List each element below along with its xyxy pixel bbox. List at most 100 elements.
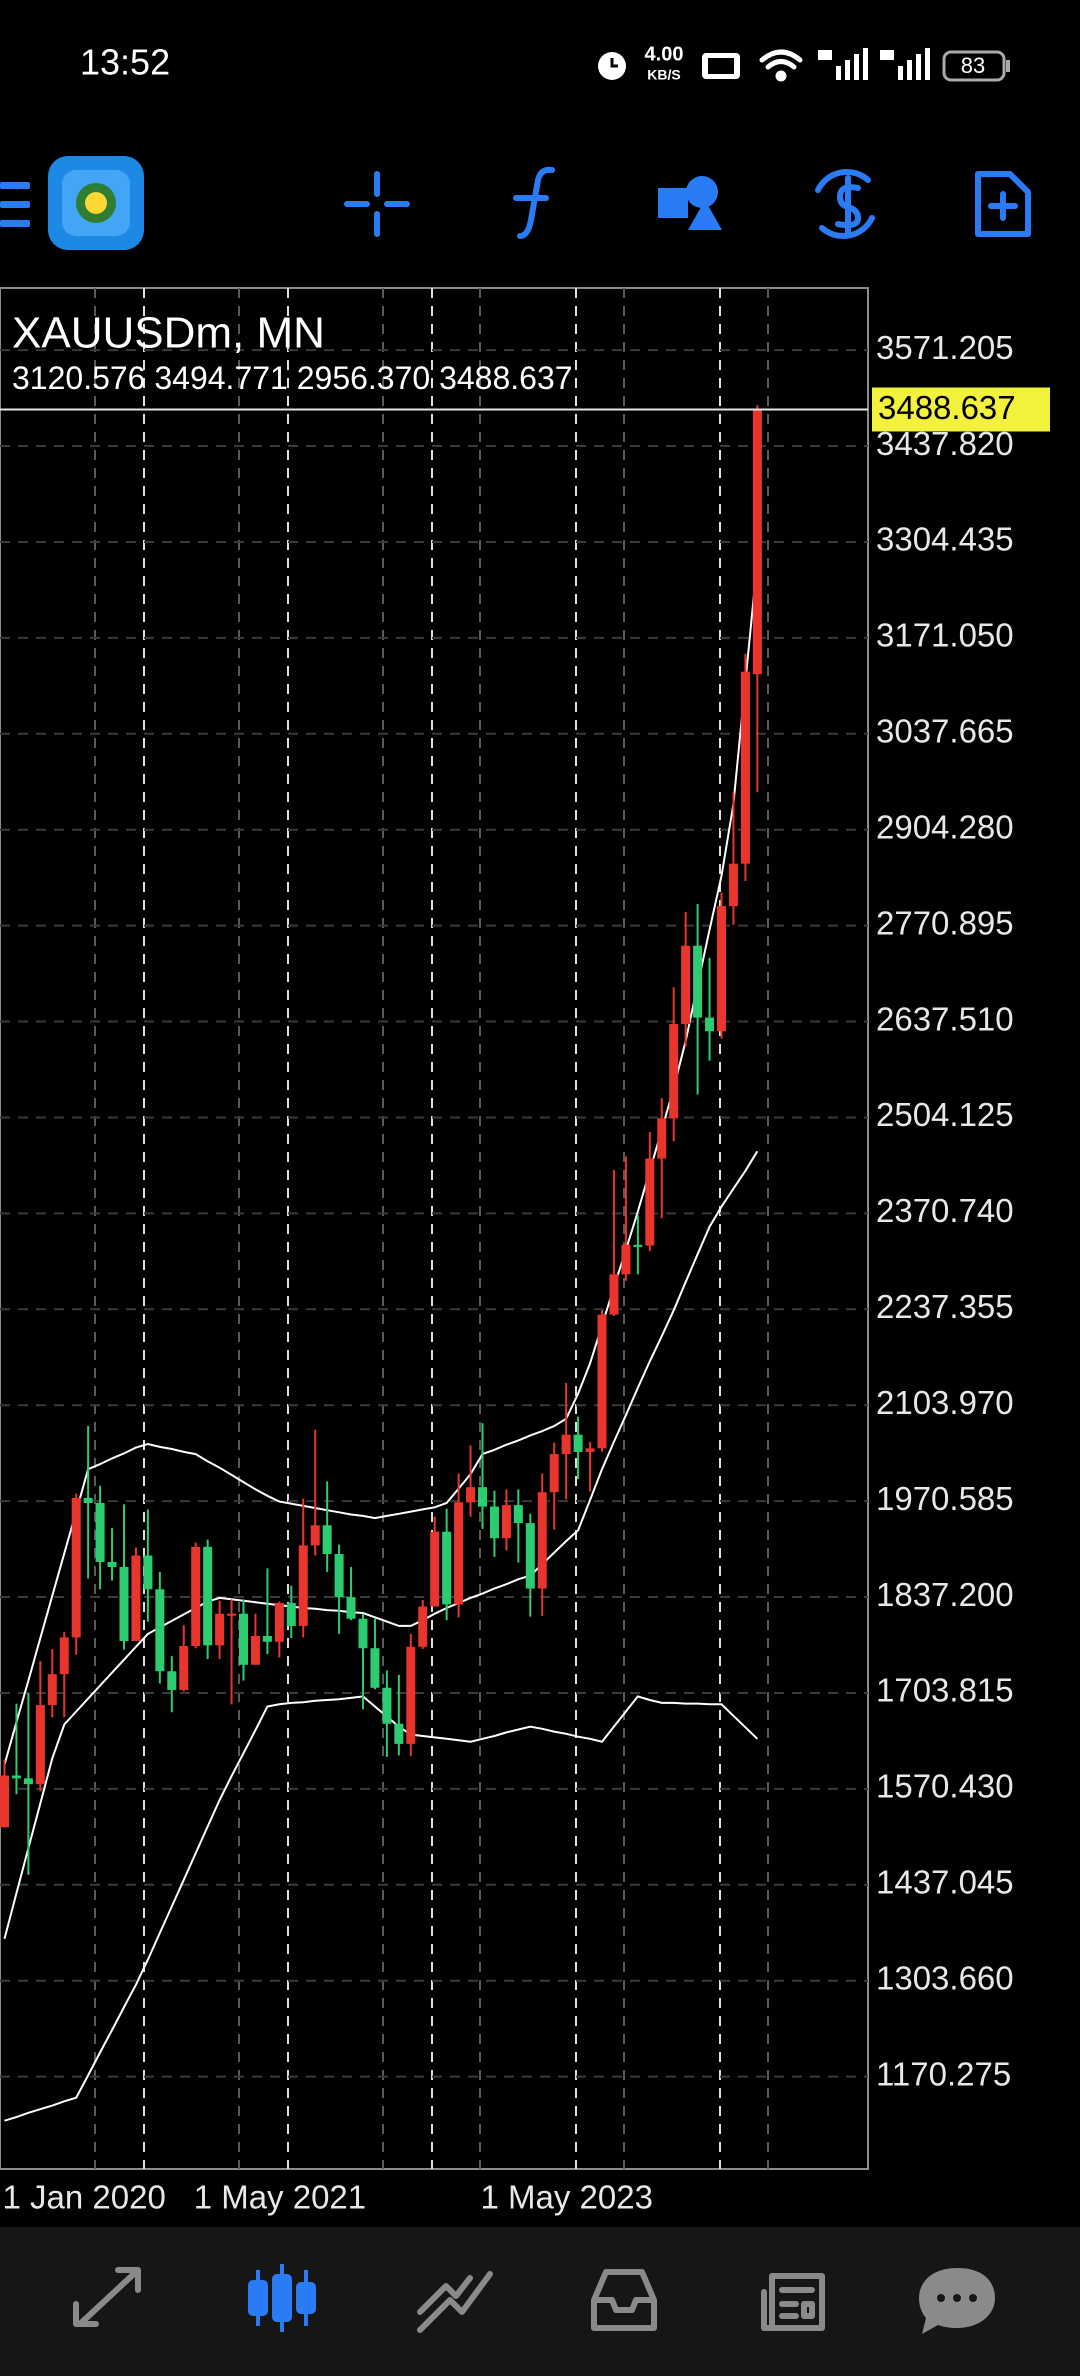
candle-body <box>454 1502 464 1605</box>
candle-body <box>370 1648 380 1688</box>
x-tick-label: 1 Jan 2020 <box>3 2179 166 2216</box>
candle-body <box>227 1613 237 1616</box>
candle-body <box>155 1589 165 1672</box>
band-line <box>3 560 759 1765</box>
crosshair-button[interactable] <box>344 171 410 237</box>
candle-body <box>358 1618 368 1649</box>
chart-frame <box>0 287 869 2170</box>
indicators-button[interactable] <box>513 166 555 239</box>
candle-body <box>35 1705 45 1785</box>
y-tick-label: 3037.665 <box>876 713 1014 750</box>
candle-body <box>322 1525 332 1555</box>
candle-body <box>418 1606 428 1647</box>
nav-news[interactable] <box>761 2273 825 2331</box>
candle-body <box>250 1636 260 1665</box>
nav-messages[interactable] <box>919 2268 995 2334</box>
new-order-button[interactable] <box>975 171 1031 237</box>
candle-body <box>406 1646 416 1744</box>
candle-body <box>83 1497 93 1503</box>
candle-body <box>669 1024 679 1119</box>
price-tag <box>872 387 1050 432</box>
candle-body <box>239 1613 248 1665</box>
y-tick-label: 2770.895 <box>876 904 1014 941</box>
candle-body <box>478 1487 487 1507</box>
candle-body <box>513 1505 523 1524</box>
chart-title: XAUUSDm, MN <box>12 309 325 358</box>
candle-body <box>262 1636 272 1642</box>
y-tick-label: 2504.125 <box>876 1096 1014 1133</box>
candle-body <box>717 906 726 1032</box>
ohlc-readout: 3120.576 3494.771 2956.370 3488.637 <box>12 360 573 396</box>
y-tick-label: 2370.740 <box>876 1192 1014 1229</box>
nav-chart[interactable] <box>248 2264 316 2332</box>
app-logo[interactable] <box>48 156 144 250</box>
candle-body <box>609 1274 619 1315</box>
candle-body <box>107 1561 117 1567</box>
band-line <box>3 1150 759 1939</box>
candle-body <box>119 1566 129 1642</box>
candle-body <box>621 1244 631 1275</box>
candle-body <box>466 1487 476 1503</box>
candle-body <box>537 1492 547 1589</box>
candle-body <box>215 1613 225 1646</box>
candle-body <box>657 1118 667 1159</box>
candle-body <box>489 1506 499 1539</box>
candle-body <box>179 1646 189 1690</box>
menu-button[interactable] <box>0 182 30 227</box>
candle-body <box>346 1597 356 1619</box>
close-readout: 3488.637 <box>439 360 572 396</box>
candle-body <box>167 1671 177 1690</box>
candle-body <box>645 1158 655 1246</box>
y-tick-label: 1303.660 <box>876 1959 1014 1996</box>
battery-level: 83 <box>961 53 985 78</box>
candle-body <box>382 1687 392 1724</box>
net-speed: 4.00 <box>645 43 684 65</box>
high-readout: 3494.771 <box>154 360 287 396</box>
y-tick-label: 1837.200 <box>876 1576 1014 1613</box>
candle-body <box>131 1555 141 1642</box>
candle-body <box>71 1497 81 1638</box>
candle-body <box>728 863 738 907</box>
candle-body <box>47 1674 57 1706</box>
signal-4g <box>818 48 868 80</box>
wifi-icon <box>759 49 803 82</box>
candle-body <box>310 1525 320 1546</box>
candle-body <box>597 1314 607 1449</box>
nav-quotes[interactable] <box>73 2267 141 2327</box>
candle-body <box>549 1454 559 1493</box>
candle-body <box>298 1545 308 1626</box>
candle-body <box>501 1505 511 1539</box>
nav-trade[interactable] <box>417 2271 493 2333</box>
candle-body <box>633 1244 643 1247</box>
y-tick-label: 2103.970 <box>876 1384 1014 1421</box>
plot <box>0 349 868 2122</box>
x-tick-label: 1 May 2023 <box>481 2179 653 2216</box>
x-tick-label: 1 May 2021 <box>194 2179 366 2216</box>
candle-body <box>59 1637 69 1675</box>
candle-body <box>394 1723 404 1744</box>
candle-body <box>705 1017 715 1032</box>
candle-body <box>274 1602 284 1642</box>
candle-body <box>191 1546 201 1647</box>
candle-body <box>752 409 762 675</box>
candle-body <box>573 1434 583 1452</box>
nav-history[interactable] <box>591 2269 657 2331</box>
candle-body <box>23 1778 33 1785</box>
candle-body <box>442 1531 452 1605</box>
y-tick-label: 3571.205 <box>876 329 1014 366</box>
symbols-button[interactable] <box>815 168 875 240</box>
candle-body <box>561 1434 571 1455</box>
objects-button[interactable] <box>658 176 722 230</box>
y-tick-label: 1170.275 <box>876 2055 1011 2092</box>
nav-bar <box>0 2227 1080 2376</box>
y-tick-label: 1570.430 <box>876 1768 1014 1805</box>
y-tick-label: 3171.050 <box>876 617 1014 654</box>
price-tag-label: 3488.637 <box>878 389 1016 426</box>
y-tick-label: 2237.355 <box>876 1288 1014 1325</box>
period-separators <box>94 288 769 2169</box>
candle-body <box>334 1554 344 1598</box>
candle-body <box>585 1448 595 1452</box>
clock: 13:52 <box>80 42 170 83</box>
band-line <box>4 1695 758 2122</box>
